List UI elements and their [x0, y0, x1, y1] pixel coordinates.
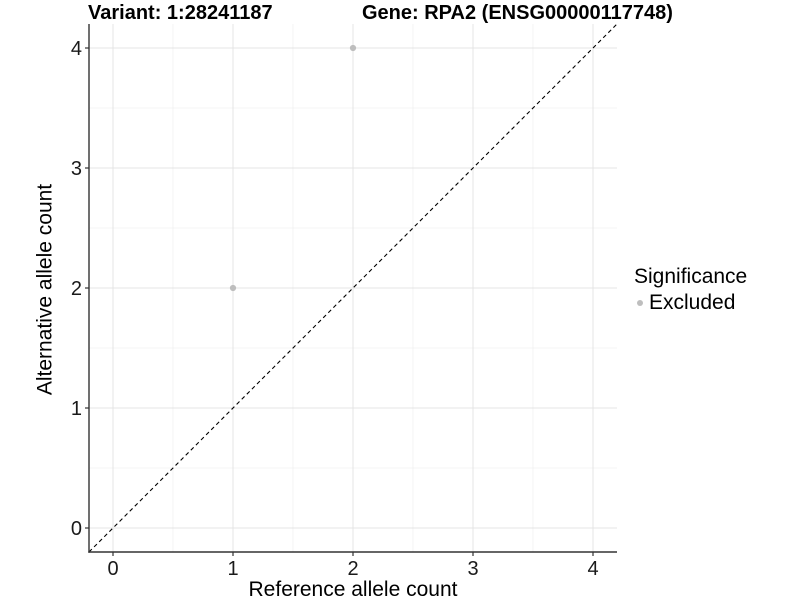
- data-point: [349, 44, 357, 52]
- legend-item-label: Excluded: [649, 291, 736, 314]
- x-tick-label: 0: [107, 558, 118, 580]
- x-tick-label: 4: [587, 558, 598, 580]
- x-tick-label: 2: [347, 558, 358, 580]
- x-tick-label: 3: [467, 558, 478, 580]
- y-tick-label: 0: [71, 518, 82, 540]
- x-tick-label: 1: [227, 558, 238, 580]
- plot-title-gene: Gene: RPA2 (ENSG00000117748): [362, 2, 673, 24]
- identity-dashed-line: [88, 23, 618, 553]
- y-tick-label: 1: [71, 398, 82, 420]
- data-point: [229, 284, 237, 292]
- y-tick-label: 3: [71, 158, 82, 180]
- legend-title: Significance: [634, 265, 748, 288]
- plot-title-variant: Variant: 1:28241187: [88, 2, 273, 24]
- y-tick-label: 4: [71, 38, 82, 60]
- x-axis-title: Reference allele count: [248, 578, 458, 600]
- legend: Significance Excluded: [632, 265, 747, 315]
- excluded-point-icon: [637, 300, 643, 306]
- y-axis-title: Alternative allele count: [33, 183, 57, 396]
- legend-item-excluded: Excluded: [632, 291, 747, 315]
- y-tick-label: 2: [71, 278, 82, 300]
